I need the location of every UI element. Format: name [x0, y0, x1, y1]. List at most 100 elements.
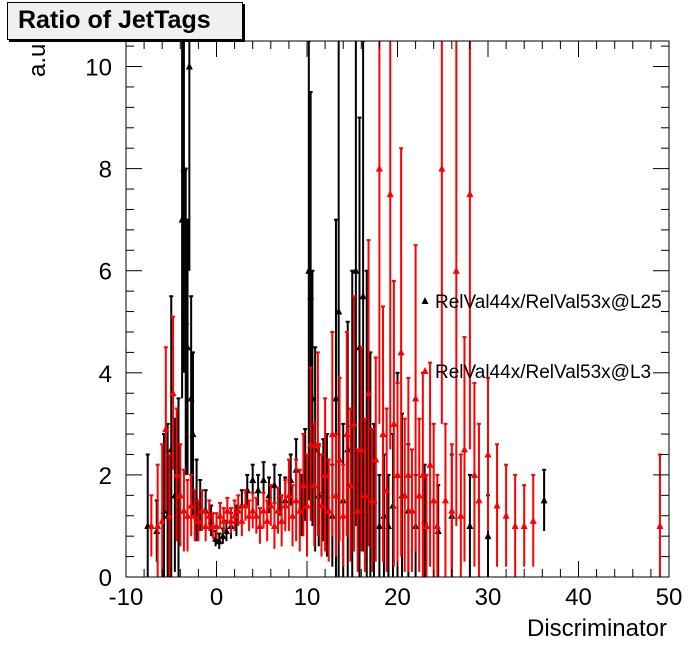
x-tick-label: 40 [565, 584, 592, 611]
legend: RelVal44x/RelVal53x@L25 RelVal44x/RelVal5… [421, 292, 662, 383]
data-point [180, 506, 188, 514]
chart-title-box: Ratio of JetTags [7, 2, 243, 40]
data-point [194, 516, 202, 524]
data-point [191, 511, 199, 519]
data-point [231, 511, 239, 519]
data-point [390, 419, 398, 427]
data-point [220, 516, 228, 524]
data-point [419, 470, 427, 478]
legend-marker [421, 297, 429, 304]
data-point [198, 506, 206, 514]
data-point [249, 506, 257, 514]
data-point [656, 521, 664, 529]
data-point [325, 506, 333, 514]
data-point [332, 491, 340, 499]
data-point [457, 511, 465, 519]
x-tick-label: 10 [294, 584, 321, 611]
legend-label: RelVal44x/RelVal53x@L3 [435, 362, 651, 383]
data-point [412, 394, 420, 402]
x-tick-label: 50 [656, 584, 683, 611]
data-point [466, 521, 474, 529]
data-point [386, 190, 394, 198]
x-tick-label: 20 [384, 584, 411, 611]
data-point [452, 266, 460, 274]
data-point [404, 470, 412, 478]
data-point [339, 511, 347, 519]
x-tick-label: -10 [109, 584, 144, 611]
data-point [219, 532, 227, 540]
data-point [249, 476, 257, 484]
data-point [415, 491, 423, 499]
data-point [241, 501, 249, 509]
data-point [213, 521, 220, 529]
data-point [475, 496, 483, 504]
data-point [401, 491, 409, 499]
legend-label: RelVal44x/RelVal53x@L25 [435, 292, 662, 313]
data-point [154, 521, 162, 529]
data-point [185, 62, 193, 70]
data-point [184, 511, 192, 519]
y-tick-label: 2 [99, 463, 112, 490]
data-point [352, 266, 360, 274]
data-point [383, 486, 391, 494]
data-point [493, 501, 501, 509]
data-point [529, 516, 537, 524]
series-2 [147, 41, 664, 577]
data-point [165, 511, 173, 519]
y-tick-label: 10 [85, 55, 112, 82]
data-point [169, 389, 177, 397]
data-point [343, 430, 351, 438]
data-point [365, 389, 373, 397]
data-point [205, 511, 213, 519]
data-point [368, 496, 376, 504]
data-point [484, 450, 492, 458]
data-point [245, 511, 253, 519]
data-point [278, 516, 286, 524]
data-point [147, 521, 155, 529]
data-point [223, 506, 231, 514]
data-point [263, 516, 271, 524]
data-point [511, 521, 519, 529]
data-point [379, 430, 387, 438]
chart-title: Ratio of JetTags [18, 6, 211, 34]
data-point [426, 460, 434, 468]
data-point [296, 506, 304, 514]
data-point [270, 481, 278, 489]
data-point [267, 501, 275, 509]
data-point [408, 506, 416, 514]
data-point [289, 511, 297, 519]
data-point [234, 506, 242, 514]
data-point [184, 343, 192, 351]
data-point [502, 511, 510, 519]
data-point [299, 481, 307, 489]
data-point [321, 470, 329, 478]
data-point [314, 440, 322, 448]
data-point [372, 455, 380, 463]
data-point [359, 292, 367, 300]
data-point [438, 164, 446, 172]
data-point [350, 419, 358, 427]
data-point [430, 496, 438, 504]
data-point [520, 521, 528, 529]
data-point [292, 496, 300, 504]
data-point [460, 445, 468, 453]
y-tick-label: 4 [99, 361, 112, 388]
data-point [254, 486, 262, 494]
legend-marker [421, 367, 429, 374]
data-point [317, 501, 325, 509]
data-point [260, 476, 268, 484]
series-layer [144, 41, 664, 577]
data-point [189, 430, 197, 438]
data-point [270, 521, 278, 529]
data-point [216, 511, 224, 519]
data-point [397, 348, 405, 356]
y-tick-label: 6 [99, 259, 112, 286]
data-point [336, 455, 344, 463]
data-point [285, 491, 293, 499]
data-point [466, 190, 474, 198]
data-point [484, 532, 492, 540]
data-point [173, 470, 181, 478]
data-point [470, 470, 478, 478]
